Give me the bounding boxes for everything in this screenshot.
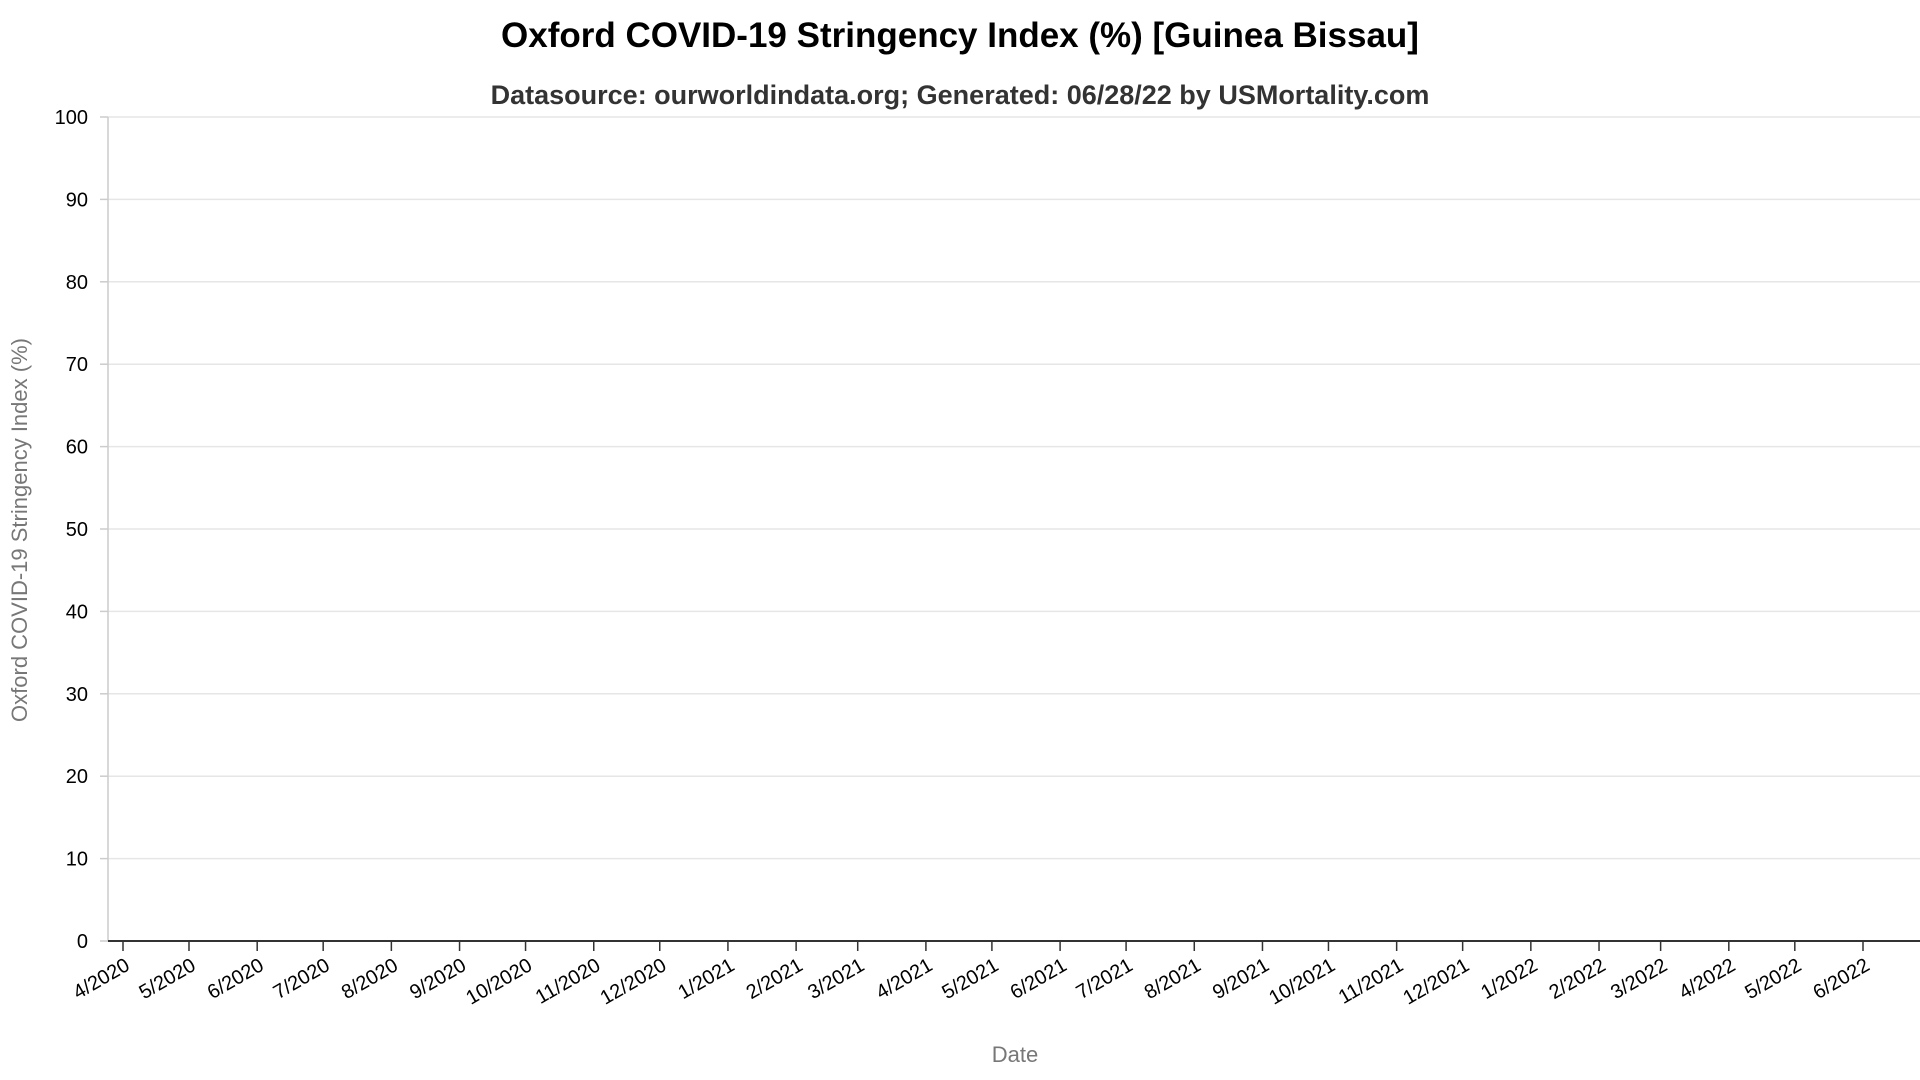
x-tick-label: 4/2021 — [872, 954, 936, 1004]
x-tick-label: 1/2022 — [1477, 954, 1541, 1004]
x-tick-label: 5/2022 — [1741, 954, 1805, 1004]
y-tick-label: 70 — [66, 354, 88, 376]
grid-lines — [108, 116, 1920, 860]
chart-title: Oxford COVID-19 Stringency Index (%) [Gu… — [501, 16, 1419, 55]
x-tick-label: 12/2020 — [597, 954, 671, 1009]
chart-subtitle: Datasource: ourworldindata.org; Generate… — [490, 80, 1430, 110]
x-tick-label: 10/2020 — [462, 954, 536, 1009]
x-tick-label: 1/2021 — [674, 954, 738, 1004]
x-tick-label: 7/2020 — [270, 954, 334, 1004]
x-tick-label: 3/2021 — [804, 954, 868, 1004]
x-tick-label: 8/2020 — [338, 954, 402, 1004]
y-tick-label: 10 — [66, 849, 88, 871]
x-tick-label: 12/2021 — [1400, 954, 1474, 1009]
y-tick-label: 80 — [66, 272, 88, 294]
x-tick-label: 4/2022 — [1675, 954, 1739, 1004]
y-tick-label: 60 — [66, 437, 88, 459]
x-tick-label: 10/2021 — [1265, 954, 1339, 1009]
x-tick-label: 5/2020 — [136, 954, 200, 1004]
y-tick-label: 30 — [66, 684, 88, 706]
x-tick-label: 7/2021 — [1073, 954, 1137, 1004]
x-tick-label: 6/2020 — [204, 954, 268, 1004]
x-tick-label: 9/2020 — [406, 954, 470, 1004]
x-axis-title: Date — [992, 1042, 1038, 1067]
x-axis-ticks: 4/2020 5/2020 6/2020 7/2020 8/2020 9/202010/2… — [70, 941, 1874, 1009]
x-tick-label: 11/2020 — [532, 954, 604, 1008]
y-tick-label: 40 — [66, 601, 88, 623]
x-tick-label: 6/2021 — [1007, 954, 1071, 1004]
x-tick-label: 2/2021 — [743, 954, 807, 1004]
y-axis-title: Oxford COVID-19 Stringency Index (%) — [7, 338, 32, 722]
y-tick-label: 50 — [66, 519, 88, 541]
x-tick-label: 8/2021 — [1141, 954, 1205, 1004]
x-tick-label: 6/2022 — [1810, 954, 1874, 1004]
y-tick-label: 0 — [77, 931, 88, 953]
x-tick-label: 5/2021 — [938, 954, 1002, 1004]
y-axis-ticks: 0 10 20 30 40 50 60 70 80 90 100 — [55, 107, 108, 953]
y-tick-label: 90 — [66, 189, 88, 211]
x-tick-label: 3/2022 — [1607, 954, 1671, 1004]
x-tick-label: 11/2021 — [1335, 954, 1407, 1008]
y-tick-label: 20 — [66, 766, 88, 788]
x-tick-label: 2/2022 — [1546, 954, 1610, 1004]
x-tick-label: 4/2020 — [70, 954, 134, 1004]
y-tick-label: 100 — [55, 107, 88, 129]
x-tick-label: 9/2021 — [1209, 954, 1273, 1004]
